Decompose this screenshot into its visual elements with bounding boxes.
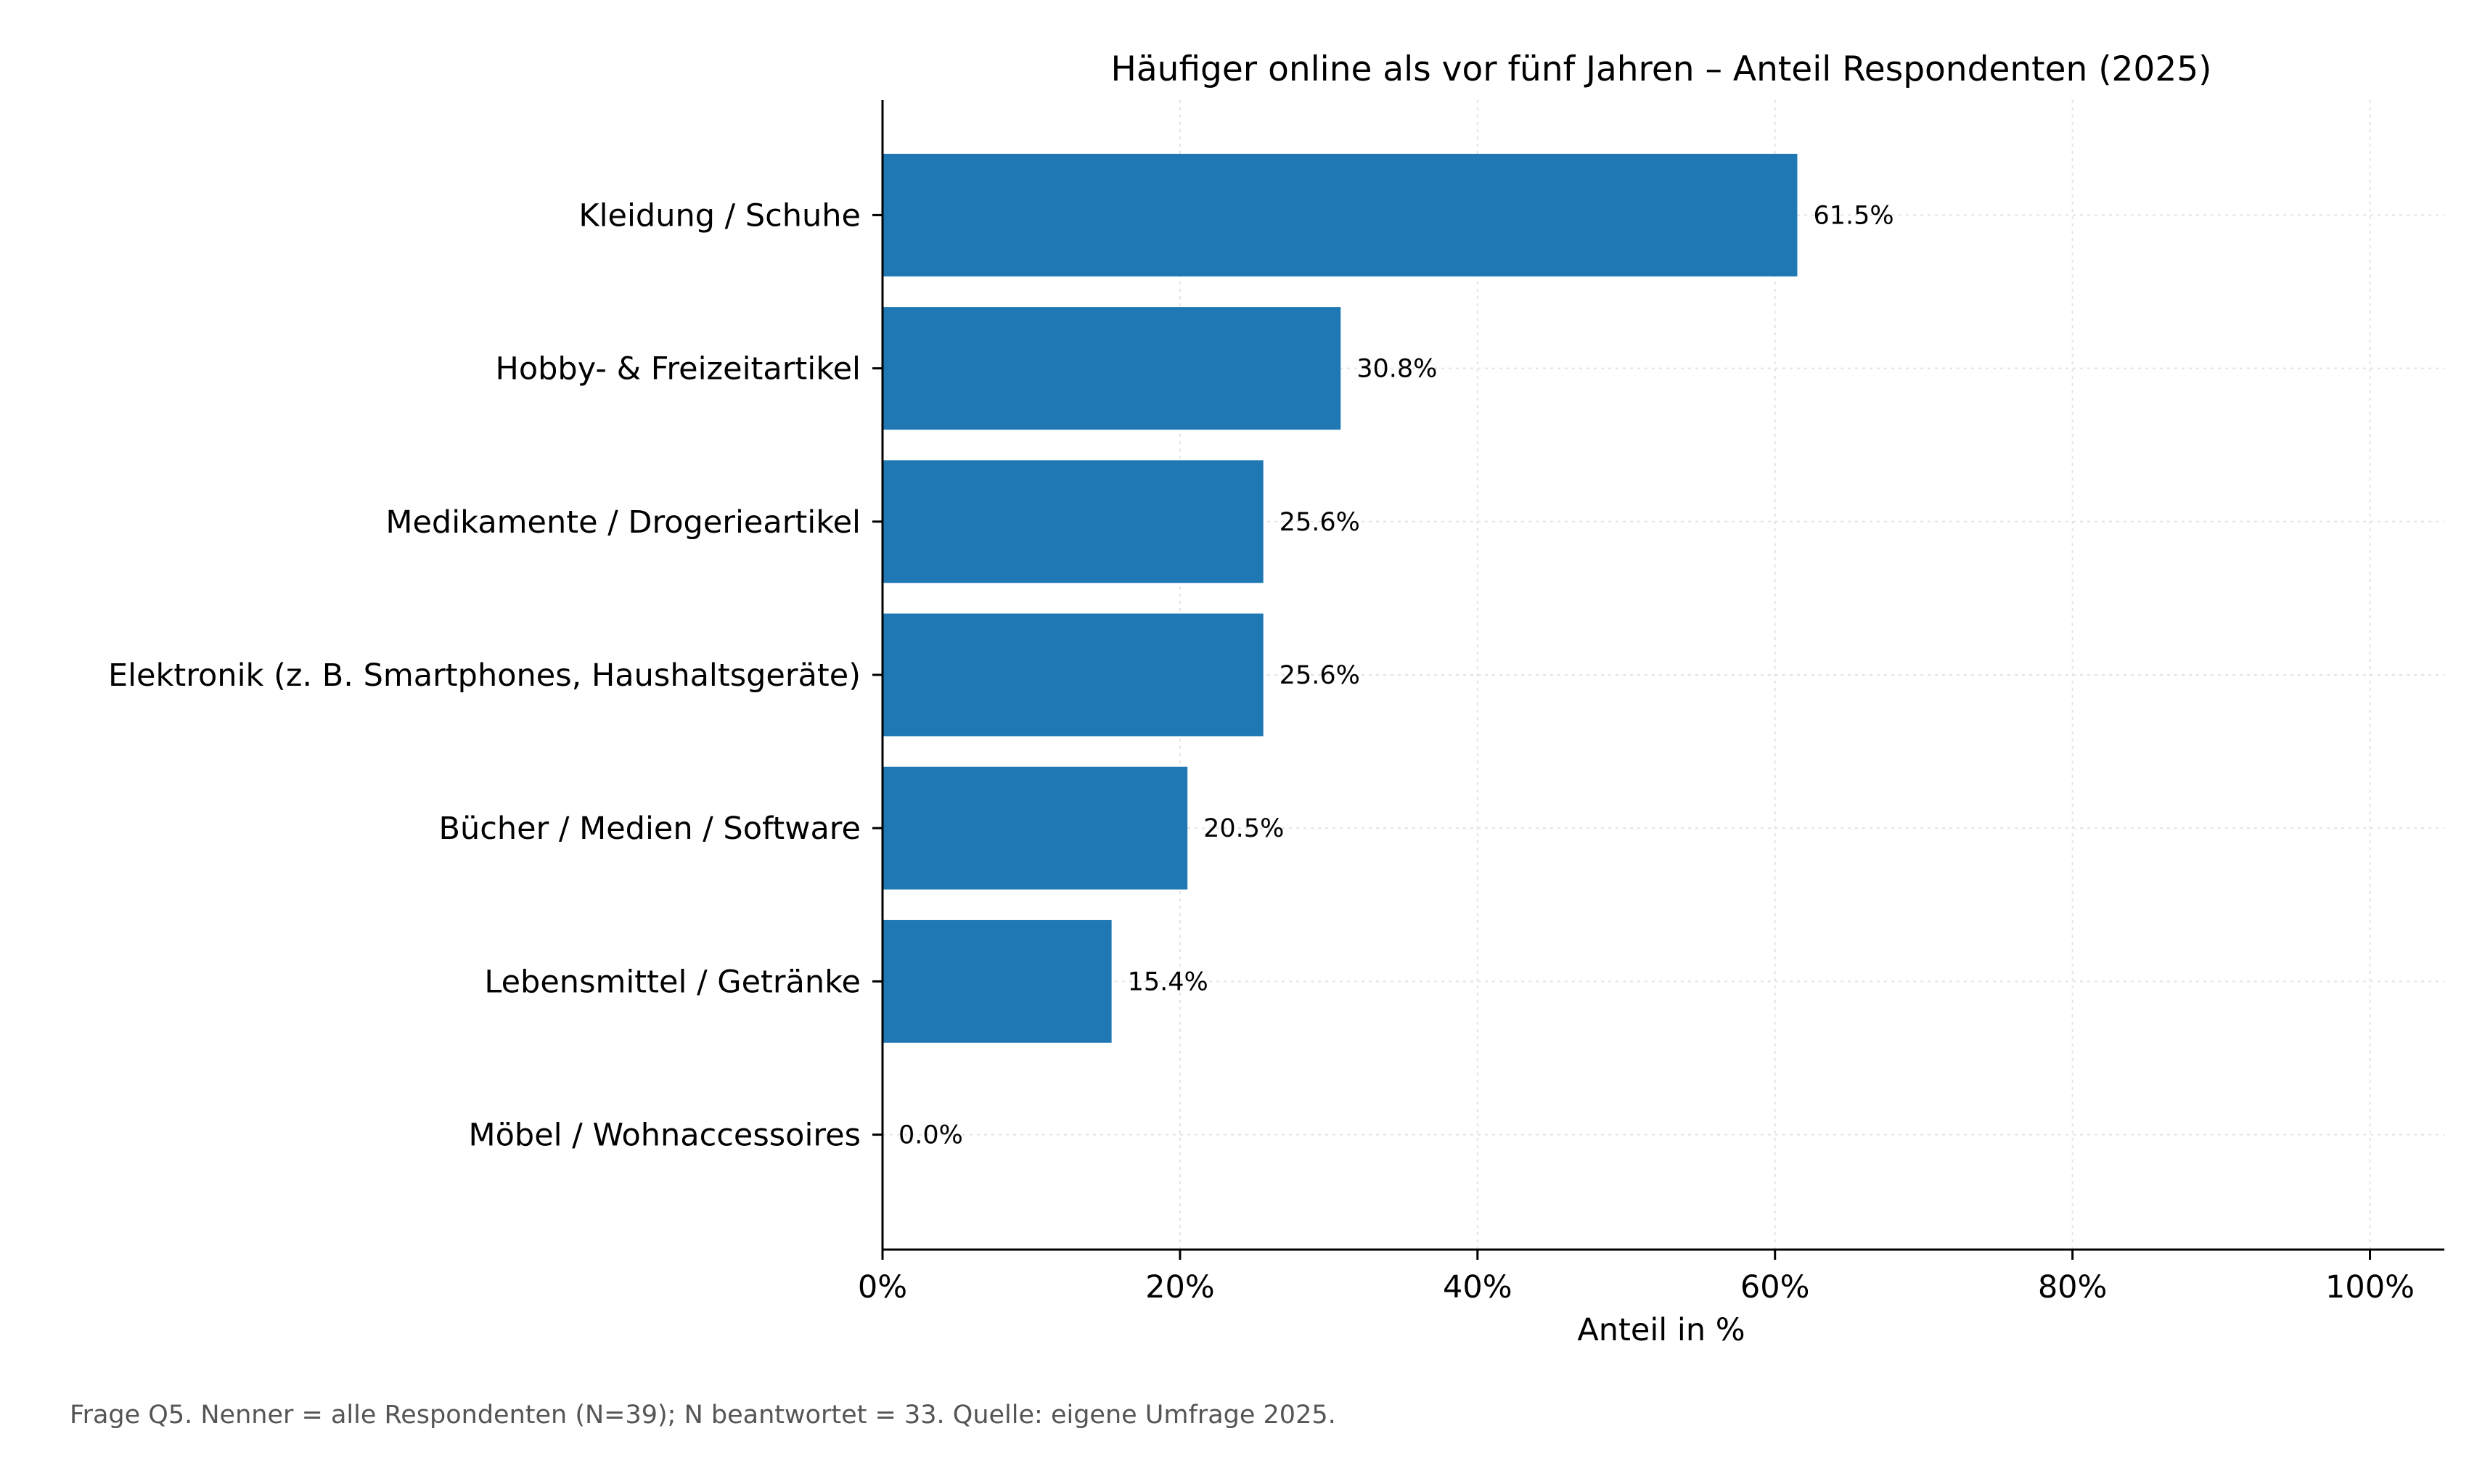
data-labels: 61.5% 30.8% 25.6% 25.6% 20.5% 15.4% 0.0% <box>898 201 1894 1149</box>
data-label: 20.5% <box>1203 814 1284 843</box>
bar <box>883 153 1798 276</box>
x-axis-label: Anteil in % <box>1577 1312 1745 1348</box>
category-label: Möbel / Wohnaccessoires <box>469 1118 861 1154</box>
data-label: 25.6% <box>1280 508 1360 537</box>
category-labels: Kleidung / Schuhe Hobby- & Freizeitartike… <box>108 197 861 1153</box>
x-tick-label: 20% <box>1145 1269 1215 1305</box>
bar <box>883 613 1264 737</box>
footnote: Frage Q5. Nenner = alle Respondenten (N=… <box>70 1401 1336 1430</box>
x-ticks: 0% 20% 40% 60% 80% 100% <box>858 213 2415 1305</box>
category-label: Lebensmittel / Getränke <box>484 964 861 1000</box>
x-tick-label: 60% <box>1740 1269 1810 1305</box>
data-label: 0.0% <box>898 1121 963 1150</box>
data-label: 15.4% <box>1128 967 1208 996</box>
grid <box>882 100 2444 1250</box>
x-tick-label: 40% <box>1443 1269 1512 1305</box>
category-label: Bücher / Medien / Software <box>439 811 861 847</box>
bars <box>883 153 1798 1043</box>
bar <box>883 307 1341 430</box>
x-tick-label: 100% <box>2325 1269 2415 1305</box>
bar <box>883 460 1264 583</box>
category-label: Medikamente / Drogerieartikel <box>385 504 861 541</box>
category-label: Elektronik (z. B. Smartphones, Haushalts… <box>108 657 861 694</box>
chart-title: Häufiger online als vor fünf Jahren – An… <box>1111 49 2212 89</box>
x-tick-label: 80% <box>2038 1269 2108 1305</box>
category-label: Hobby- & Freizeitartikel <box>496 351 861 388</box>
bar <box>883 766 1188 890</box>
data-label: 61.5% <box>1813 201 1894 230</box>
bar <box>883 919 1112 1043</box>
category-label: Kleidung / Schuhe <box>578 197 861 234</box>
data-label: 30.8% <box>1356 355 1437 384</box>
x-tick-label: 0% <box>858 1269 907 1305</box>
data-label: 25.6% <box>1280 661 1360 690</box>
